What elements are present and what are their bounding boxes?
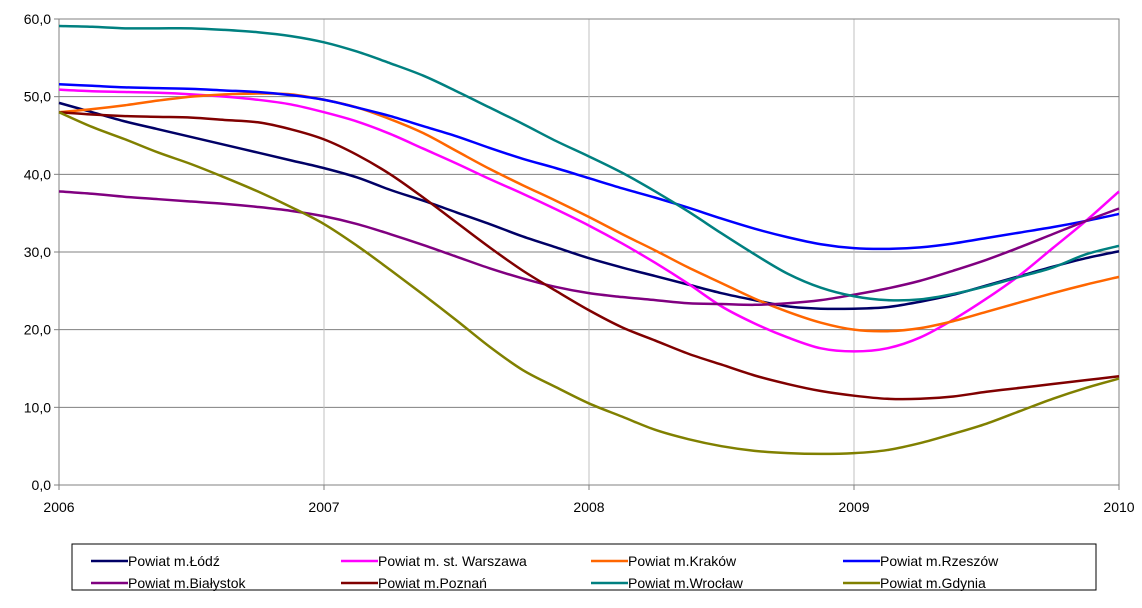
y-tick-label: 30,0	[24, 244, 51, 260]
x-tick-label: 2007	[308, 499, 339, 515]
x-tick-label: 2010	[1103, 499, 1134, 515]
series-line-4	[58, 82, 1120, 251]
legend: Powiat m.Łódź Powiat m. st. Warszawa Powia…	[71, 543, 1097, 591]
legend-label: Powiat m.Wrocław	[628, 575, 744, 591]
axis-layer: 0,0 10,0 20,0 30,0 40,0 50,0 60,0 2006 2007 2008 2…	[24, 11, 1135, 515]
legend-label: Powiat m.Białystok	[128, 575, 246, 591]
legend-label: Powiat m.Rzeszów	[880, 553, 999, 569]
legend-label: Powiat m.Kraków	[628, 553, 737, 569]
series-line-3	[58, 92, 1120, 333]
series-line-6	[58, 110, 1120, 401]
x-tick-label: 2006	[43, 499, 74, 515]
series-line-5	[58, 190, 1120, 307]
legend-label: Powiat m. st. Warszawa	[378, 553, 527, 569]
legend-label: Powiat m.Poznań	[378, 575, 487, 591]
series-line-2	[58, 88, 1120, 353]
y-tick-label: 10,0	[24, 399, 51, 415]
series-line-8	[58, 111, 1120, 456]
y-tick-label: 40,0	[24, 166, 51, 182]
series-line-7	[58, 24, 1120, 302]
y-tick-label: 50,0	[24, 89, 51, 105]
legend-label: Powiat m.Gdynia	[880, 575, 986, 591]
x-tick-label: 2008	[573, 499, 604, 515]
legend-label: Powiat m.Łódź	[128, 553, 220, 569]
y-tick-label: 20,0	[24, 322, 51, 338]
y-tick-label: 60,0	[24, 11, 51, 27]
legend-box	[71, 543, 1097, 591]
x-tick-label: 2009	[838, 499, 869, 515]
series-layer	[58, 24, 1120, 456]
y-tick-label: 0,0	[32, 477, 52, 493]
